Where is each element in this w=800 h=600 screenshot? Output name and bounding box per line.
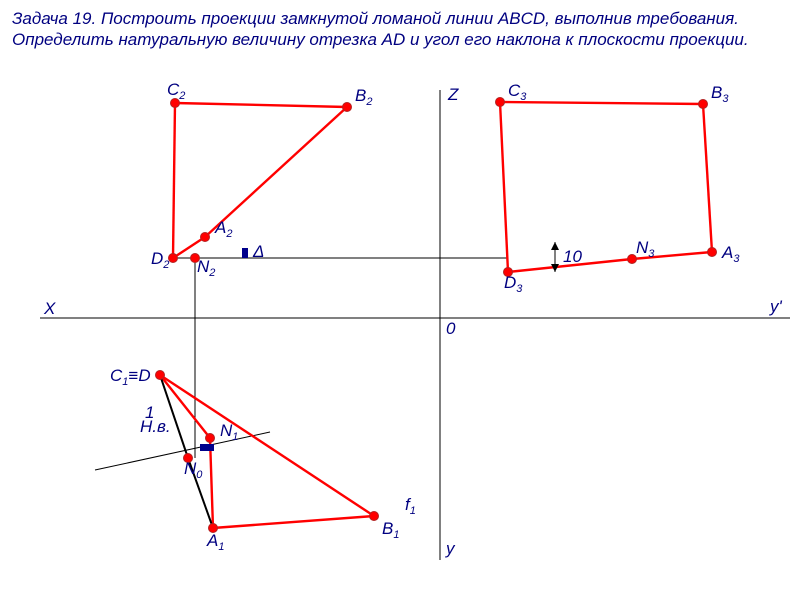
- svg-text:B1: B1: [382, 519, 399, 541]
- svg-text:Δ: Δ: [252, 242, 264, 261]
- svg-text:Н.в.: Н.в.: [140, 417, 171, 436]
- svg-text:0: 0: [446, 319, 456, 338]
- svg-text:y: y: [445, 539, 456, 558]
- svg-text:A1: A1: [206, 531, 224, 553]
- svg-text:f1: f1: [405, 495, 416, 517]
- svg-text:N0: N0: [184, 459, 203, 481]
- svg-text:X: X: [43, 299, 56, 318]
- svg-text:Z: Z: [447, 85, 459, 104]
- diagram-canvas: X0Zy'yf1Δ10C2B2A2D2N2C3B3A3D3N3N1N0A1B1C…: [0, 0, 800, 600]
- svg-text:N2: N2: [197, 257, 215, 279]
- svg-text:10: 10: [563, 247, 582, 266]
- svg-text:C2: C2: [167, 80, 185, 102]
- svg-text:C1≡D: C1≡D: [110, 366, 151, 388]
- svg-text:B2: B2: [355, 86, 372, 108]
- svg-text:N3: N3: [636, 238, 655, 260]
- svg-text:D3: D3: [504, 273, 523, 295]
- svg-text:B3: B3: [711, 83, 729, 105]
- svg-text:D2: D2: [151, 249, 169, 271]
- svg-text:C3: C3: [508, 81, 527, 103]
- svg-text:A2: A2: [214, 218, 232, 240]
- svg-text:y': y': [769, 297, 783, 316]
- svg-text:A3: A3: [721, 243, 740, 265]
